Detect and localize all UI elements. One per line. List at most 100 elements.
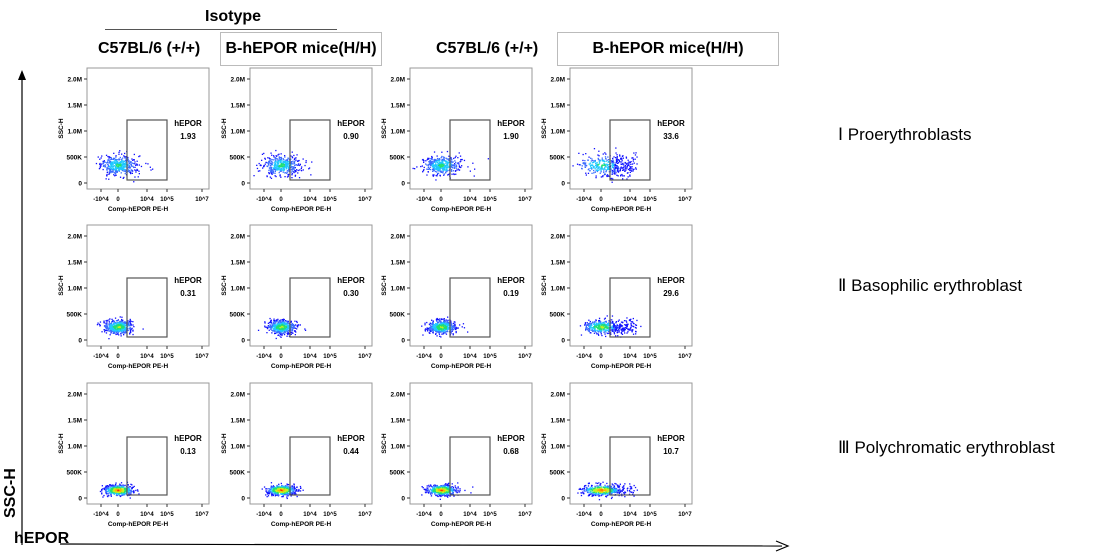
event-dot bbox=[595, 331, 597, 334]
event-dot bbox=[122, 488, 125, 490]
event-dot bbox=[286, 493, 288, 495]
event-dot bbox=[124, 326, 126, 328]
event-dot bbox=[424, 328, 427, 330]
event-dot bbox=[286, 493, 289, 495]
event-dot bbox=[110, 492, 113, 495]
event-dot bbox=[106, 486, 108, 488]
event-dot bbox=[629, 171, 631, 173]
event-dot bbox=[632, 160, 634, 162]
event-dot bbox=[270, 489, 272, 491]
event-dot bbox=[452, 326, 454, 328]
event-dot bbox=[591, 164, 594, 166]
event-dot bbox=[108, 495, 110, 497]
event-dot bbox=[436, 173, 439, 176]
event-dot bbox=[140, 165, 143, 168]
event-dot bbox=[274, 493, 277, 495]
event-dot bbox=[113, 331, 116, 333]
event-dot bbox=[286, 492, 288, 494]
event-dot bbox=[613, 327, 615, 330]
event-dot bbox=[436, 161, 438, 163]
event-dot bbox=[450, 323, 453, 325]
event-dot bbox=[121, 485, 123, 487]
event-dot bbox=[605, 331, 607, 333]
event-dot bbox=[114, 166, 117, 168]
event-dot bbox=[112, 166, 114, 168]
event-dot bbox=[120, 490, 123, 492]
event-dot bbox=[119, 483, 121, 485]
event-dot bbox=[439, 158, 441, 160]
event-dot bbox=[412, 167, 414, 170]
event-dot bbox=[572, 165, 574, 167]
event-dot bbox=[108, 329, 110, 331]
event-dot bbox=[594, 159, 596, 162]
event-dot bbox=[631, 163, 634, 165]
event-dot bbox=[282, 494, 284, 497]
event-dot bbox=[277, 163, 279, 165]
x-tick-label: 10^7 bbox=[678, 197, 692, 203]
event-dot bbox=[123, 326, 125, 328]
event-dot bbox=[108, 493, 110, 495]
event-dot bbox=[282, 168, 284, 170]
x-tick-label: 10^5 bbox=[160, 512, 174, 518]
event-dot bbox=[274, 327, 276, 329]
event-dot bbox=[105, 327, 107, 329]
event-dot bbox=[285, 164, 287, 166]
event-dot bbox=[428, 161, 430, 163]
event-dot bbox=[598, 155, 600, 157]
event-dot bbox=[432, 166, 435, 168]
event-dot bbox=[280, 157, 283, 159]
x-tick-label: 10^4 bbox=[623, 354, 637, 360]
event-dot bbox=[277, 493, 279, 496]
event-dot bbox=[281, 324, 284, 327]
event-dot bbox=[117, 169, 119, 172]
event-dot bbox=[279, 323, 281, 326]
event-dot bbox=[285, 160, 287, 162]
event-dot bbox=[443, 331, 446, 334]
event-dot bbox=[105, 492, 107, 495]
event-dot bbox=[630, 166, 632, 169]
event-dot bbox=[106, 325, 108, 328]
event-dot bbox=[589, 170, 591, 172]
event-dot bbox=[442, 333, 444, 335]
event-dot bbox=[132, 324, 134, 326]
event-dot bbox=[115, 486, 117, 489]
event-dot bbox=[285, 486, 287, 489]
event-dot bbox=[596, 164, 598, 166]
event-dot bbox=[273, 492, 275, 494]
event-dot bbox=[114, 486, 116, 488]
event-dot bbox=[286, 330, 288, 333]
event-dot bbox=[451, 164, 453, 166]
event-dot bbox=[125, 327, 127, 329]
event-dot bbox=[614, 167, 616, 169]
event-dot bbox=[253, 175, 255, 177]
event-dot bbox=[632, 157, 634, 159]
event-dot bbox=[268, 161, 270, 164]
event-dot bbox=[109, 490, 111, 492]
event-dot bbox=[135, 169, 137, 172]
event-dot bbox=[630, 163, 632, 165]
event-dot bbox=[128, 491, 130, 493]
event-dot bbox=[299, 163, 301, 165]
event-dot bbox=[593, 323, 595, 325]
event-dot bbox=[266, 175, 268, 178]
event-dot bbox=[125, 324, 127, 326]
event-dot bbox=[130, 164, 133, 166]
event-dot bbox=[274, 487, 276, 490]
event-dot bbox=[290, 325, 292, 327]
event-dot bbox=[604, 327, 606, 329]
event-dot bbox=[295, 490, 297, 492]
event-dot bbox=[121, 326, 124, 328]
event-dot bbox=[590, 157, 592, 159]
event-dot bbox=[438, 328, 440, 331]
event-dot bbox=[113, 165, 115, 168]
event-dot bbox=[107, 323, 109, 325]
event-dot bbox=[272, 328, 275, 330]
event-dot bbox=[123, 155, 125, 157]
event-dot bbox=[296, 495, 298, 498]
event-dot bbox=[272, 494, 274, 497]
event-dot bbox=[622, 329, 624, 331]
event-dot bbox=[281, 489, 283, 491]
x-tick-label: 10^7 bbox=[518, 354, 532, 360]
event-dot bbox=[277, 165, 279, 167]
